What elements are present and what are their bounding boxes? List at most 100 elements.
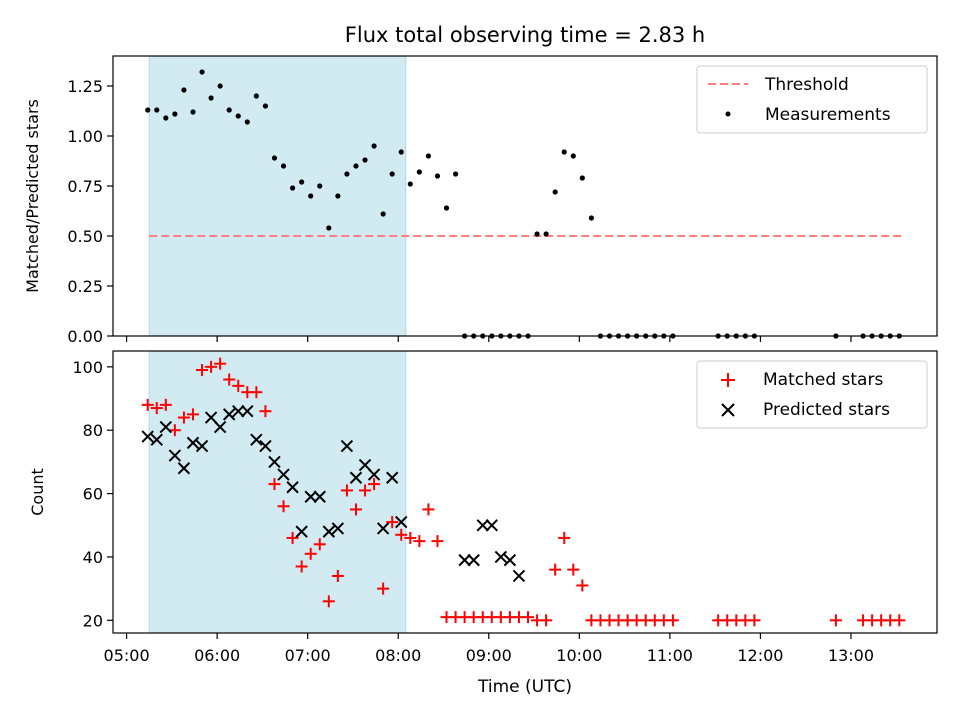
predicted-star-point <box>204 411 218 424</box>
matched-star-point <box>159 398 172 411</box>
matched-star-point <box>404 531 417 544</box>
bottom-y-tick-label: 100 <box>72 358 103 377</box>
predicted-star-point <box>467 553 480 567</box>
bottom-y-tick-label: 40 <box>83 548 103 567</box>
matched-star-point <box>666 614 679 627</box>
measurement-point <box>588 215 595 221</box>
measurement-point <box>570 153 576 159</box>
matched-star-point <box>214 357 227 370</box>
predicted-star-point <box>304 490 317 503</box>
matched-star-point <box>277 500 290 513</box>
predicted-star-point <box>494 550 508 564</box>
measurement-point <box>398 149 404 155</box>
top-y-tick-label: 1.00 <box>67 127 103 146</box>
x-tick-label: 08:00 <box>375 646 421 665</box>
predicted-star-point <box>340 439 354 453</box>
matched-star-point <box>232 379 245 392</box>
bottom-panel: 20 40 60 80 100 05:00 06:00 07:00 08:00 09:00 10:… <box>28 350 938 697</box>
predicted-star-point <box>186 436 200 450</box>
predicted-star-point <box>259 439 272 453</box>
matched-star-point <box>340 484 353 497</box>
measurement-point <box>335 193 341 199</box>
matched-star-point <box>313 538 326 551</box>
matched-star-point <box>141 398 154 411</box>
measurement-point <box>579 175 585 181</box>
predicted-star-point <box>232 404 245 418</box>
matched-star-point <box>386 516 399 529</box>
matched-star-point <box>359 484 372 497</box>
measurement-point <box>561 149 567 155</box>
matched-star-point <box>168 424 181 437</box>
top-y-tick-label: 0.50 <box>67 227 103 246</box>
measurement-point <box>226 107 232 113</box>
matched-star-point <box>413 535 426 548</box>
measurement-point <box>425 153 432 159</box>
predicted-star-point <box>358 458 372 472</box>
top-plot-frame <box>112 55 938 337</box>
measurement-point <box>280 163 287 169</box>
matched-star-point <box>322 595 335 608</box>
matched-star-point <box>422 503 435 516</box>
bottom-shaded-span <box>148 350 407 634</box>
top-y-axis: 0.00 0.25 0.50 0.75 1.00 1.25 <box>67 77 113 346</box>
legend-predicted-swatch <box>721 403 735 417</box>
predicted-star-point <box>222 408 236 421</box>
measurement-point <box>308 193 314 199</box>
legend-matched-swatch <box>721 373 735 387</box>
measurement-point <box>543 231 549 237</box>
x-tick-label: 13:00 <box>828 646 874 665</box>
legend-measurements-label: Measurements <box>765 105 891 125</box>
top-y-axis-label: Matched/Predicted stars <box>23 99 42 293</box>
measurement-point <box>208 95 214 101</box>
x-tick-label: 12:00 <box>737 646 783 665</box>
x-tick-label: 06:00 <box>194 646 240 665</box>
predicted-star-point <box>376 522 390 535</box>
top-y-tick-label: 0.75 <box>67 177 103 196</box>
predicted-star-point <box>295 525 308 538</box>
matched-star-point <box>893 614 906 627</box>
measurement-point <box>407 181 413 187</box>
predicted-star-point <box>213 420 227 434</box>
bottom-legend-box <box>696 360 928 429</box>
predicted-star-point <box>159 420 173 434</box>
measurement-point <box>371 143 377 149</box>
measurement-point <box>271 155 278 161</box>
measurements-series <box>145 69 902 339</box>
matched-star-point <box>748 614 761 627</box>
matched-star-point <box>567 563 580 576</box>
predicted-star-point <box>177 462 191 475</box>
measurement-point <box>262 103 269 109</box>
matched-star-point <box>558 531 571 544</box>
predicted-star-point <box>277 468 290 481</box>
measurement-point <box>534 231 540 237</box>
measurement-point <box>154 107 160 113</box>
matched-star-point <box>368 478 381 491</box>
x-tick-label: 11:00 <box>647 646 693 665</box>
predicted-star-point <box>367 468 381 481</box>
measurement-point <box>552 189 558 195</box>
matched-star-point <box>295 560 308 573</box>
predicted-stars-series <box>141 404 526 583</box>
predicted-star-point <box>286 481 299 494</box>
bottom-plot-frame <box>112 350 938 634</box>
measurement-point <box>244 119 250 125</box>
x-tick-label: 07:00 <box>285 646 331 665</box>
measurement-point <box>163 115 169 121</box>
matched-star-point <box>349 503 362 516</box>
predicted-star-point <box>195 439 209 453</box>
matched-star-point <box>331 569 344 582</box>
measurement-point <box>443 205 450 211</box>
matched-star-point <box>177 411 190 424</box>
top-y-tick-label: 1.25 <box>67 77 103 96</box>
x-tick-label: 09:00 <box>466 646 512 665</box>
predicted-star-point <box>349 471 363 484</box>
legend-predicted-label: Predicted stars <box>763 400 890 420</box>
matched-star-point <box>186 408 199 421</box>
bottom-y-tick-label: 20 <box>83 611 103 630</box>
matched-star-point <box>196 364 209 377</box>
predicted-star-point <box>241 404 254 418</box>
predicted-star-point <box>485 519 499 532</box>
matched-star-point <box>395 528 408 541</box>
matched-star-point <box>250 386 263 399</box>
top-shaded-span <box>148 55 407 337</box>
